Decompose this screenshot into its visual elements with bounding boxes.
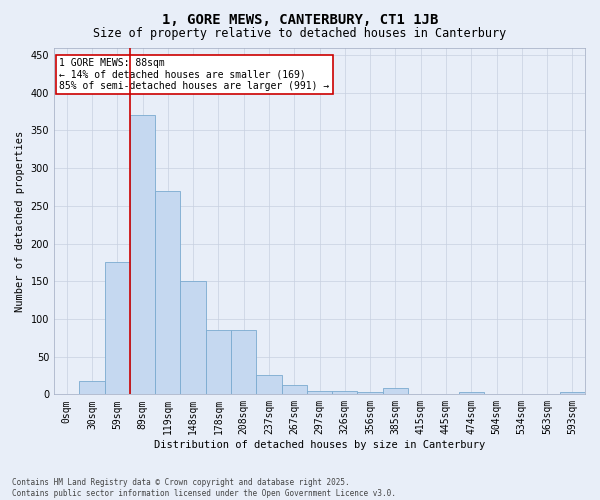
- Bar: [155, 191, 181, 394]
- X-axis label: Distribution of detached houses by size in Canterbury: Distribution of detached houses by size …: [154, 440, 485, 450]
- Text: Contains HM Land Registry data © Crown copyright and database right 2025.
Contai: Contains HM Land Registry data © Crown c…: [12, 478, 396, 498]
- Bar: [307, 390, 332, 394]
- Text: 1, GORE MEWS, CANTERBURY, CT1 1JB: 1, GORE MEWS, CANTERBURY, CT1 1JB: [162, 12, 438, 26]
- Bar: [383, 388, 408, 394]
- Bar: [560, 392, 585, 394]
- Bar: [206, 330, 231, 394]
- Text: 1 GORE MEWS: 88sqm
← 14% of detached houses are smaller (169)
85% of semi-detach: 1 GORE MEWS: 88sqm ← 14% of detached hou…: [59, 58, 329, 91]
- Y-axis label: Number of detached properties: Number of detached properties: [15, 130, 25, 312]
- Bar: [104, 262, 130, 394]
- Bar: [181, 281, 206, 394]
- Bar: [231, 330, 256, 394]
- Bar: [79, 381, 104, 394]
- Text: Size of property relative to detached houses in Canterbury: Size of property relative to detached ho…: [94, 28, 506, 40]
- Bar: [130, 116, 155, 394]
- Bar: [256, 376, 281, 394]
- Bar: [458, 392, 484, 394]
- Bar: [358, 392, 383, 394]
- Bar: [332, 390, 358, 394]
- Bar: [281, 386, 307, 394]
